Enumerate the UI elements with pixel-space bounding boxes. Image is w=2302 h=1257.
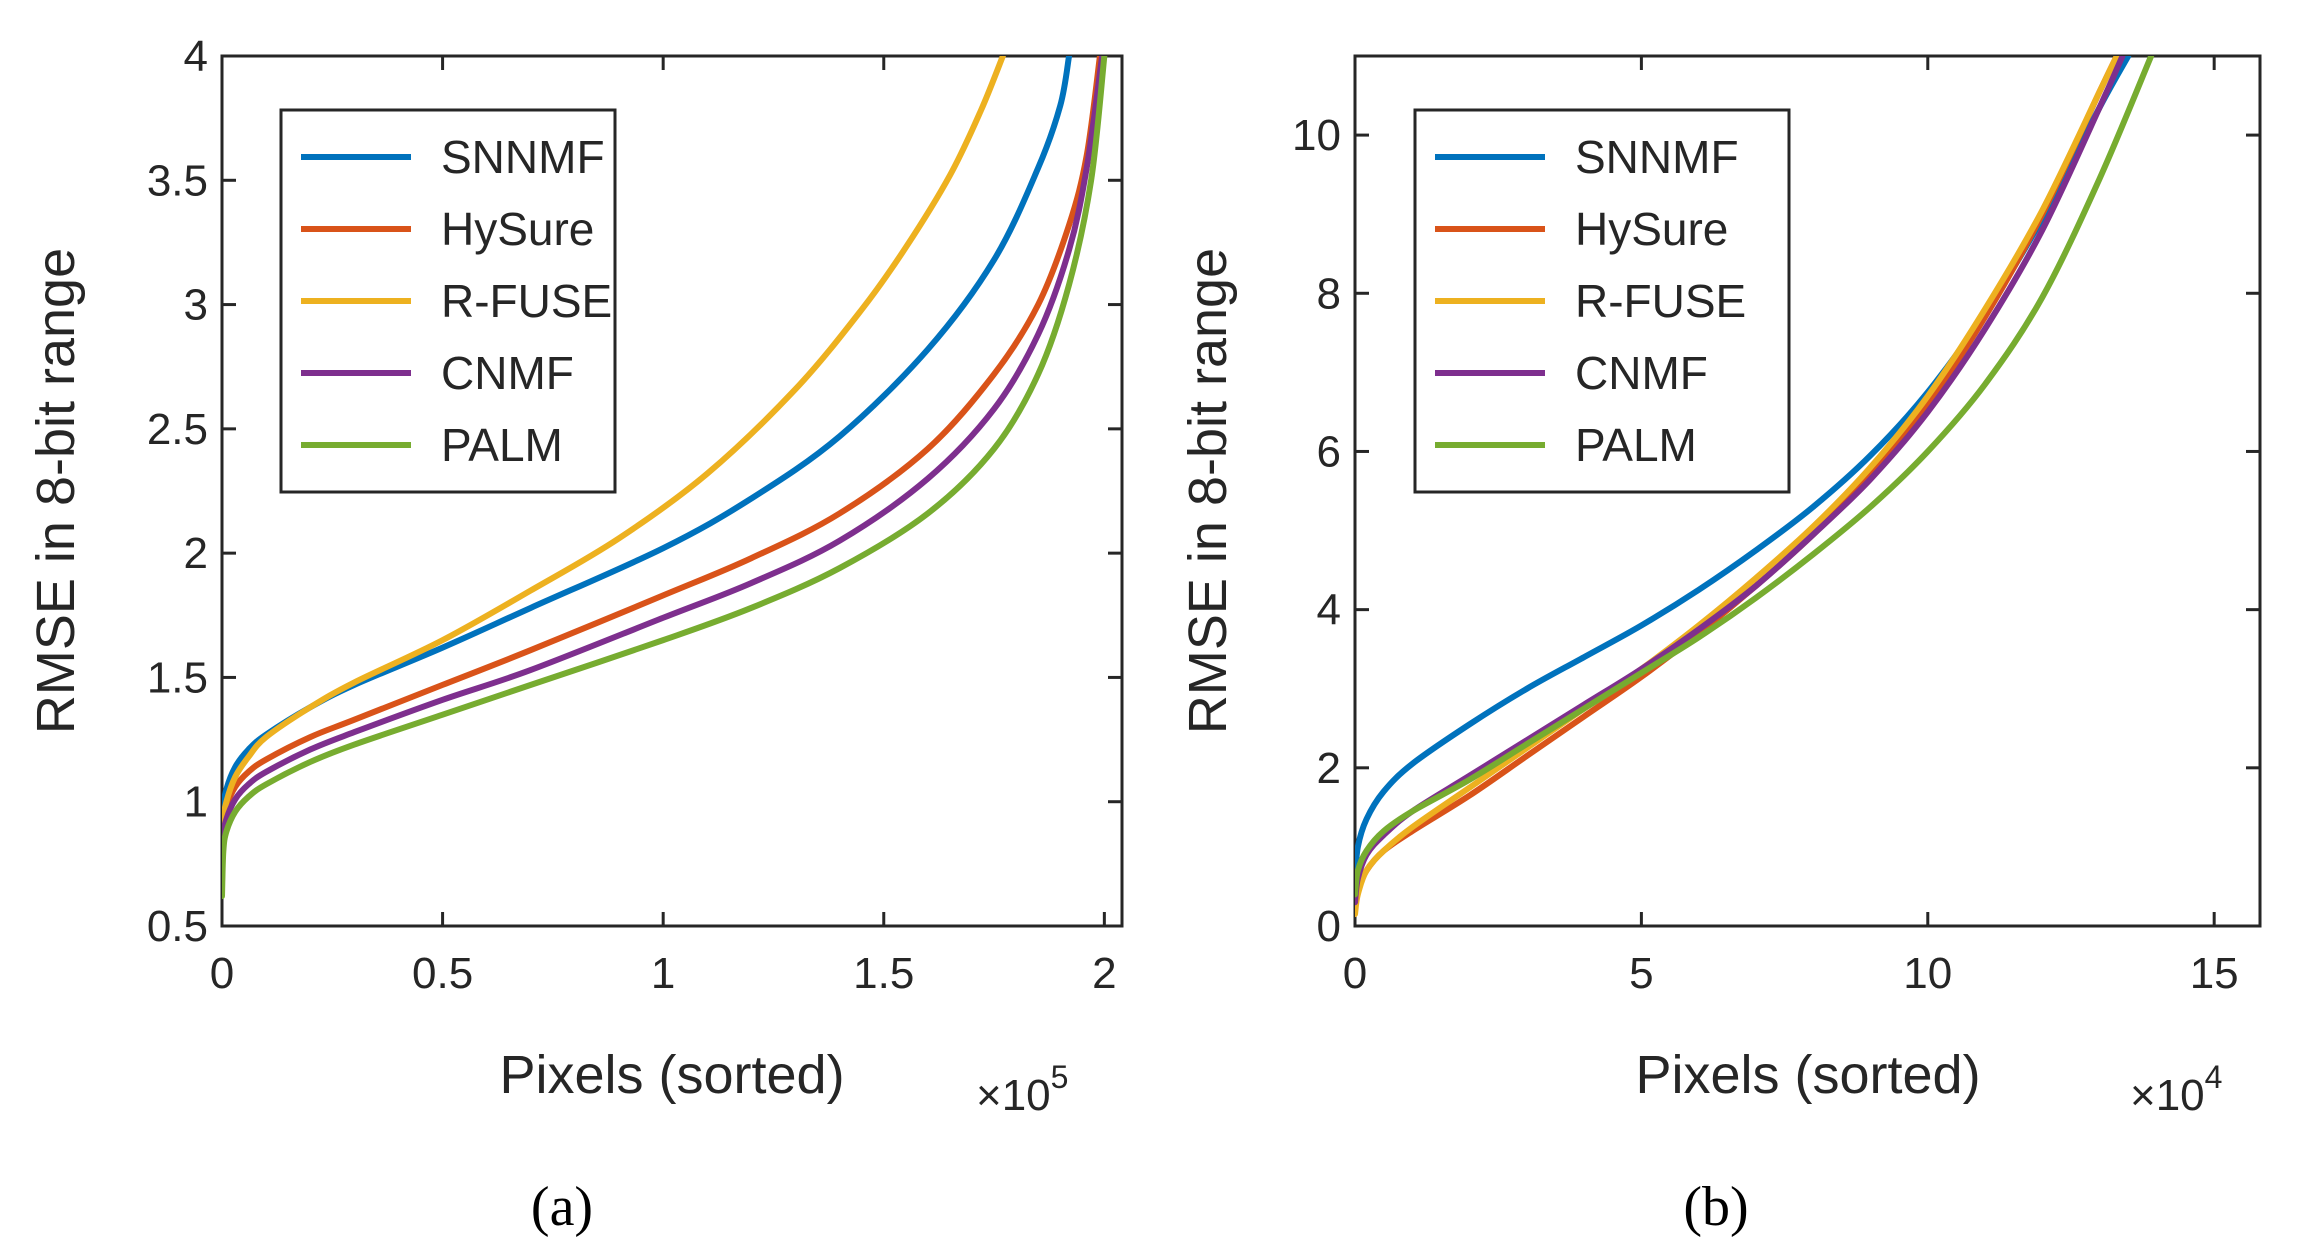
y-axis-label-b: RMSE in 8-bit range: [1178, 248, 1238, 734]
x-axis-label-b: Pixels (sorted): [1635, 1045, 1980, 1105]
legend-label: SNNMF: [1575, 131, 1739, 183]
panel-a: 0 0.5 1 1.5 20.511.522.533.54 SNNMFHySureR-F…: [26, 32, 1124, 1238]
y-axis-label-a: RMSE in 8-bit range: [26, 248, 86, 734]
x-scale-factor-b: ×104: [2130, 1059, 2222, 1120]
y-tick-label: 1: [184, 778, 208, 827]
x-scale-exponent-a: 5: [1051, 1059, 1069, 1095]
x-tick-label: 0: [1343, 949, 1367, 998]
y-tick-label: 4: [184, 32, 208, 81]
legend-label: PALM: [1575, 419, 1697, 471]
series-line-palm: [222, 56, 1108, 900]
x-tick-label: 10: [1903, 949, 1952, 998]
legend-label: HySure: [1575, 203, 1728, 255]
legend-label: SNNMF: [441, 131, 605, 183]
legend-a: SNNMF HySure R-FUSE CNMF PALM: [279, 108, 617, 494]
x-scale-factor-a: ×105: [976, 1059, 1068, 1120]
legend-label: R-FUSE: [441, 275, 612, 327]
y-tick-label: 2.5: [147, 405, 208, 454]
x-scale-prefix-a: ×10: [976, 1071, 1051, 1120]
x-scale-exponent-b: 4: [2205, 1059, 2223, 1095]
y-tick-label: 2: [184, 529, 208, 578]
series-a: [222, 56, 1108, 900]
legend-label: R-FUSE: [1575, 275, 1746, 327]
y-tick-label: 0.5: [147, 902, 208, 951]
series-line-palm: [1355, 56, 2155, 898]
series-line-r-fuse: [222, 56, 1006, 867]
y-tick-label: 0: [1317, 902, 1341, 951]
caption-a: (a): [531, 1176, 593, 1238]
series-line-hysure: [222, 56, 1103, 867]
series-lines: [1355, 56, 2155, 918]
series-b: [1355, 56, 2155, 918]
legend-label: HySure: [441, 203, 594, 255]
x-tick-label: 15: [2190, 949, 2239, 998]
x-tick-label: 5: [1629, 949, 1653, 998]
x-scale-prefix-b: ×10: [2130, 1071, 2205, 1120]
x-tick-label: 1.5: [853, 949, 914, 998]
x-tick-label: 0.5: [412, 949, 473, 998]
caption-b: (b): [1683, 1176, 1748, 1238]
legend-label: CNMF: [441, 347, 574, 399]
y-tick-label: 8: [1317, 269, 1341, 318]
legend-b: SNNMF HySure R-FUSE CNMF PALM: [1413, 108, 1791, 494]
y-tick-label: 3: [184, 281, 208, 330]
x-axis-label-a: Pixels (sorted): [499, 1045, 844, 1105]
legend-label: CNMF: [1575, 347, 1708, 399]
y-tick-label: 6: [1317, 427, 1341, 476]
y-tick-label: 4: [1317, 586, 1341, 635]
legend-label: PALM: [441, 419, 563, 471]
y-tick-label: 3.5: [147, 156, 208, 205]
x-tick-label: 1: [651, 949, 675, 998]
x-tick-label: 2: [1092, 949, 1116, 998]
series-line-r-fuse: [1355, 56, 2120, 918]
series-line-snnmf: [222, 56, 1073, 855]
y-tick-label: 2: [1317, 744, 1341, 793]
y-tick-label: 1.5: [147, 653, 208, 702]
ticks-a: 0 0.5 1 1.5 20.511.522.533.54: [147, 32, 1122, 998]
ticks-b: 0 5 10 15 0 2 4 6 8 10: [1292, 56, 2260, 998]
series-lines: [222, 56, 1108, 900]
y-tick-label: 10: [1292, 111, 1341, 160]
x-tick-label: 0: [210, 949, 234, 998]
series-line-cnmf: [222, 56, 1106, 885]
